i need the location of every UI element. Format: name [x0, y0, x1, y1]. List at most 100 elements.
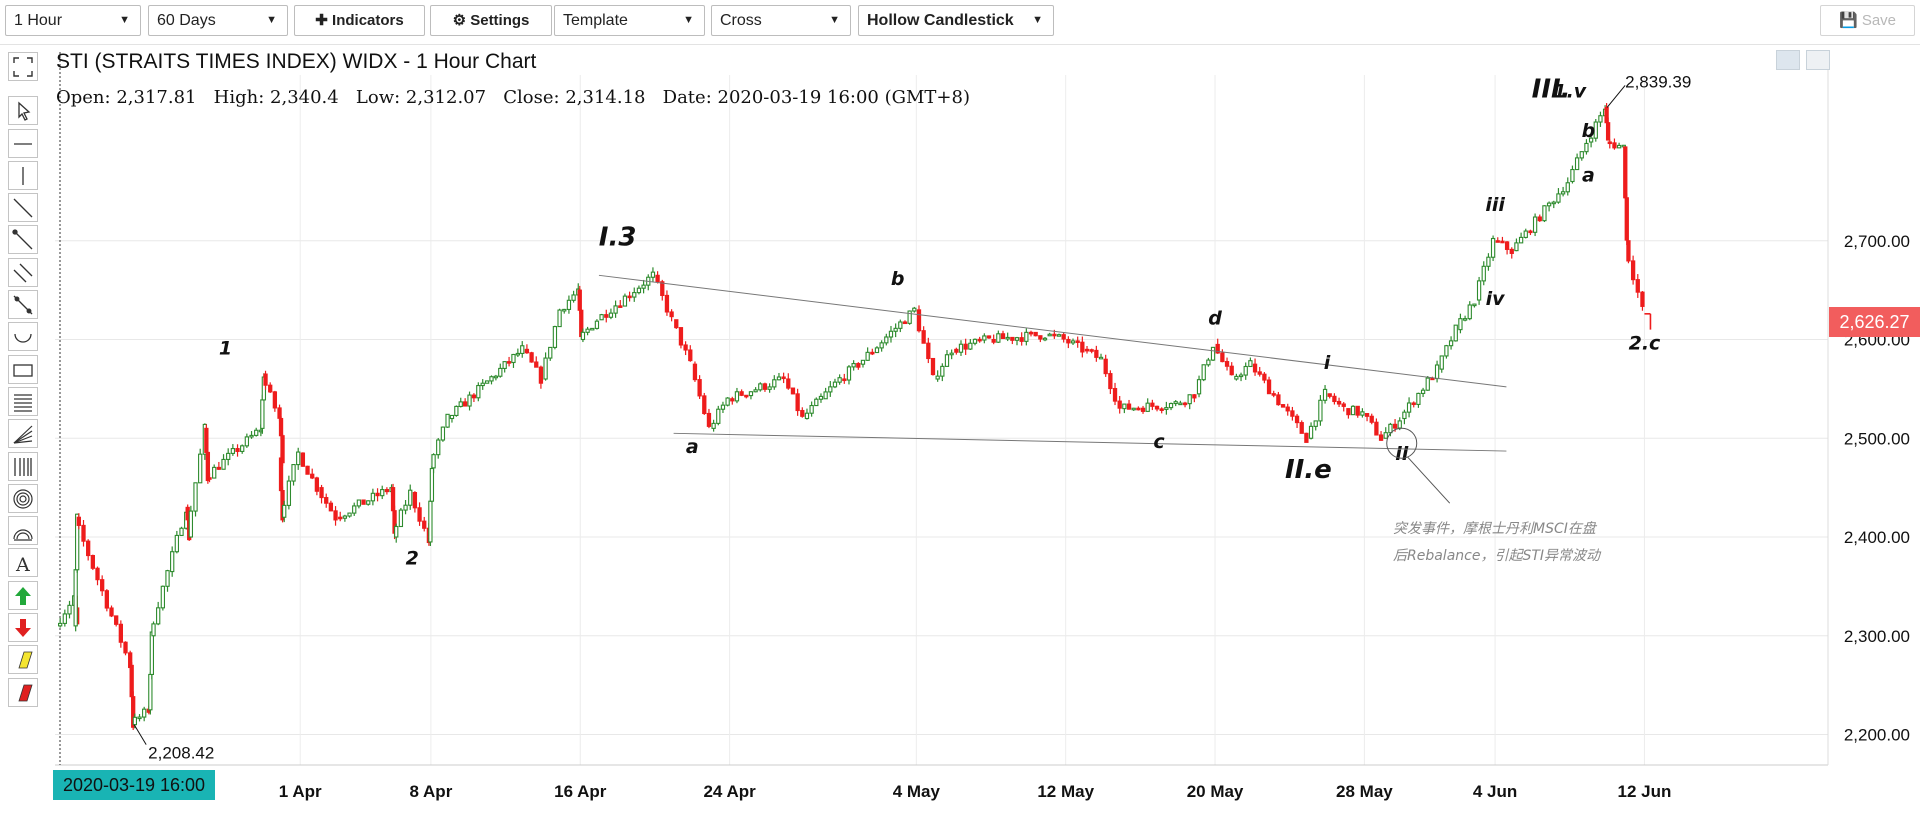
- candle-body: [278, 457, 284, 492]
- candle-body: [627, 295, 632, 299]
- text-icon[interactable]: A: [8, 548, 38, 578]
- candle: [646, 274, 651, 291]
- candle-body: [1168, 402, 1174, 409]
- candle-body: [1616, 144, 1622, 149]
- highlighter-yellow-icon[interactable]: [8, 645, 38, 675]
- candle-body: [1341, 403, 1346, 407]
- candle-body: [148, 673, 153, 711]
- candle-body: [837, 377, 842, 383]
- candle: [1168, 402, 1174, 411]
- vertical-line-icon[interactable]: [8, 160, 38, 190]
- candle: [1623, 146, 1628, 199]
- candle: [1416, 392, 1421, 408]
- highlighter-red-icon[interactable]: [8, 677, 38, 707]
- candle-body: [1164, 407, 1169, 410]
- chart-thumbnail-icon[interactable]: [1776, 50, 1800, 70]
- x-tick-label: 4 Jun: [1473, 782, 1517, 801]
- fibonacci-arcs-icon[interactable]: [8, 516, 38, 546]
- wave-label: 2.c: [1629, 332, 1661, 354]
- candle: [1266, 376, 1272, 395]
- candle: [417, 502, 422, 526]
- candle-body: [498, 367, 503, 377]
- candle: [529, 351, 534, 363]
- parallel-channel-icon[interactable]: [8, 257, 38, 287]
- x-tick-label: 28 May: [1336, 782, 1393, 801]
- fibonacci-fan-icon[interactable]: [8, 419, 38, 449]
- arrow-up-icon[interactable]: [8, 580, 38, 610]
- candle-body: [1490, 237, 1496, 258]
- candle-body: [590, 327, 595, 331]
- candle: [484, 380, 490, 384]
- arrow-down-icon[interactable]: [8, 613, 38, 643]
- candle: [1000, 330, 1006, 340]
- range-select[interactable]: 60 Days ▼: [148, 5, 288, 36]
- crosshair-date-tag: 2020-03-19 16:00: [53, 770, 215, 800]
- time-zones-icon[interactable]: [8, 451, 38, 481]
- fullscreen-icon[interactable]: [8, 52, 38, 81]
- fibonacci-retracement-icon[interactable]: [8, 386, 38, 416]
- extended-line-icon[interactable]: [8, 290, 38, 320]
- interval-select[interactable]: 1 Hour ▼: [5, 5, 141, 36]
- candle: [1192, 394, 1197, 403]
- x-tick-label: 12 Jun: [1618, 782, 1672, 801]
- candle: [809, 401, 814, 417]
- candle-body: [828, 386, 833, 393]
- candle: [249, 431, 254, 439]
- candle: [375, 488, 380, 502]
- rectangle-icon[interactable]: [8, 354, 38, 384]
- candle: [1565, 177, 1570, 196]
- candle: [1084, 346, 1090, 354]
- candle: [1089, 348, 1094, 354]
- candle: [1131, 407, 1136, 411]
- candle-body: [1605, 122, 1611, 141]
- candle: [1551, 200, 1556, 209]
- candle-body: [291, 464, 296, 482]
- candle-body: [67, 604, 72, 615]
- candle: [1122, 403, 1127, 414]
- candle-body: [263, 373, 268, 386]
- candle: [898, 319, 903, 333]
- candle: [1439, 355, 1444, 373]
- candle: [1486, 253, 1491, 271]
- candle-body: [1350, 405, 1356, 416]
- candle-body: [1560, 191, 1566, 195]
- horizontal-line-icon[interactable]: [8, 128, 38, 158]
- candle: [860, 359, 866, 368]
- template-select[interactable]: Template ▼: [554, 5, 705, 36]
- cursor-select[interactable]: Cross ▼: [711, 5, 851, 36]
- wave-label: iv: [1486, 288, 1506, 310]
- chart-style-select[interactable]: Hollow Candlestick ▼: [858, 5, 1054, 36]
- pointer-icon[interactable]: [8, 96, 38, 126]
- cursor-value: Cross: [720, 12, 762, 29]
- candle: [1444, 344, 1449, 359]
- candle: [204, 424, 209, 454]
- candle: [137, 714, 142, 722]
- candle: [856, 362, 861, 370]
- candle-body: [188, 510, 194, 538]
- candle-body: [1462, 318, 1468, 321]
- candle: [762, 382, 768, 392]
- candle-body: [151, 623, 156, 637]
- candle: [1276, 391, 1281, 406]
- candle-body: [529, 352, 534, 363]
- ray-line-icon[interactable]: [8, 225, 38, 255]
- settings-button[interactable]: ⚙ Settings: [430, 5, 552, 36]
- candle-body: [366, 500, 371, 505]
- fibonacci-circles-icon[interactable]: [8, 483, 38, 513]
- candle-body: [118, 623, 123, 643]
- candle-body: [86, 540, 91, 557]
- indicators-button[interactable]: ✚ Indicators: [294, 5, 425, 36]
- candle-body: [58, 622, 63, 627]
- save-button[interactable]: 💾 Save: [1820, 5, 1915, 36]
- candle-body: [898, 321, 903, 329]
- candle-body: [1070, 340, 1076, 344]
- trend-line-icon[interactable]: [8, 193, 38, 223]
- chart-thumbnail-icon[interactable]: [1806, 50, 1830, 70]
- candle-body: [1000, 333, 1006, 340]
- arc-icon[interactable]: [8, 322, 38, 352]
- candle: [1028, 330, 1034, 337]
- candle-body: [489, 376, 494, 382]
- candle: [562, 308, 567, 314]
